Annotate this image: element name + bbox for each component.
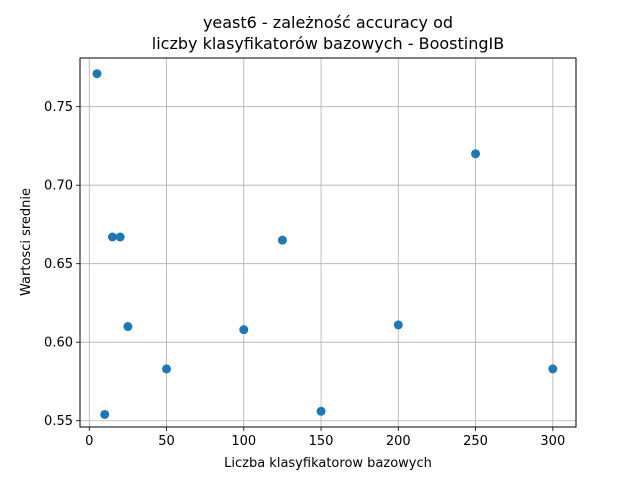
chart-title-line-2: liczby klasyfikatorów bazowych - Boostin… (152, 34, 504, 53)
data-point (548, 364, 558, 374)
y-tick-label: 0.75 (44, 100, 73, 115)
grid-lines (80, 58, 576, 427)
x-tick-label: 0 (85, 434, 93, 449)
data-points (92, 69, 558, 419)
data-point (162, 364, 172, 374)
data-point (115, 232, 125, 242)
y-axis-ticks: 0.55 0.60 0.65 0.70 0.75 (44, 100, 80, 429)
y-tick-label: 0.55 (44, 414, 73, 429)
y-axis-label: Wartosci srednie (19, 188, 34, 296)
chart-title-line-1: yeast6 - zależność accuracy od (203, 13, 453, 32)
y-tick-label: 0.60 (44, 336, 73, 351)
x-tick-label: 100 (231, 434, 256, 449)
x-axis-label: Liczba klasyfikatorow bazowych (224, 456, 432, 471)
y-tick-label: 0.65 (44, 257, 73, 272)
data-point (107, 232, 117, 242)
x-tick-label: 300 (540, 434, 565, 449)
data-point (239, 325, 249, 335)
x-tick-label: 250 (463, 434, 488, 449)
x-tick-label: 200 (386, 434, 411, 449)
x-axis-ticks: 0 50 100 150 200 250 300 (85, 427, 565, 449)
data-point (316, 406, 326, 416)
x-tick-label: 150 (309, 434, 334, 449)
plot-area-frame (79, 57, 577, 428)
data-point (92, 69, 102, 79)
data-point (100, 409, 110, 419)
data-point (471, 149, 481, 159)
data-point (393, 320, 403, 330)
x-tick-label: 50 (158, 434, 175, 449)
y-tick-label: 0.70 (44, 179, 73, 194)
data-point (277, 235, 287, 245)
data-point (123, 322, 133, 332)
